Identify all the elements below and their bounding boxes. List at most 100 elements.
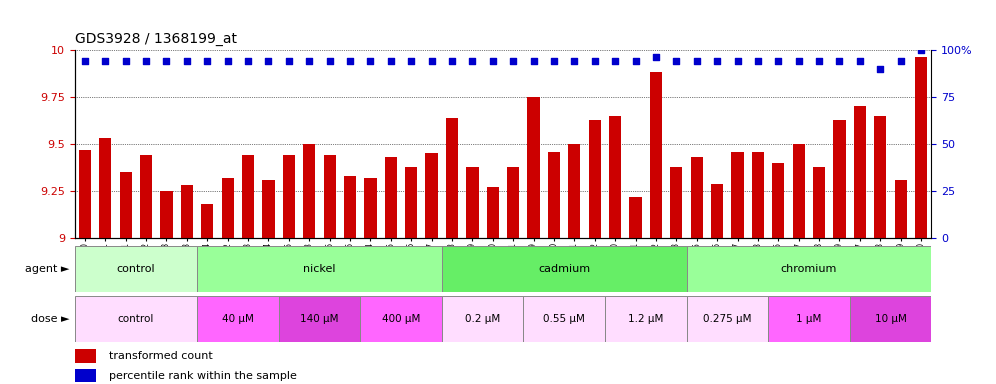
Bar (670, 167, 682, 238)
Bar (813, 167, 826, 238)
Bar (384, 157, 397, 238)
Bar (180, 185, 193, 238)
Point (363, 58, 378, 64)
Bar (834, 119, 846, 238)
Text: 1 μM: 1 μM (796, 314, 822, 324)
Bar (548, 152, 560, 238)
Text: 0.55 μM: 0.55 μM (543, 314, 585, 324)
Bar (75, 349, 96, 363)
Bar (344, 176, 357, 238)
Bar (365, 178, 376, 238)
Bar (197, 296, 279, 342)
Bar (405, 167, 417, 238)
Point (382, 58, 398, 64)
Text: percentile rank within the sample: percentile rank within the sample (109, 371, 297, 381)
Bar (262, 180, 275, 238)
Point (832, 58, 848, 64)
Point (648, 55, 664, 61)
Point (872, 66, 888, 72)
Bar (793, 144, 805, 238)
Bar (850, 296, 931, 342)
Bar (768, 296, 850, 342)
Bar (75, 369, 96, 382)
Point (240, 58, 256, 64)
Bar (894, 180, 906, 238)
Point (158, 58, 174, 64)
Text: transformed count: transformed count (109, 351, 213, 361)
Bar (874, 116, 886, 238)
Bar (772, 163, 785, 238)
Bar (442, 296, 523, 342)
Text: 10 μM: 10 μM (874, 314, 906, 324)
Point (444, 58, 460, 64)
Bar (690, 157, 703, 238)
Point (261, 58, 277, 64)
Bar (649, 73, 662, 238)
Text: 40 μM: 40 μM (222, 314, 254, 324)
Bar (569, 144, 581, 238)
Bar (466, 167, 478, 238)
Bar (446, 118, 458, 238)
Point (567, 58, 583, 64)
Bar (79, 150, 91, 238)
Text: agent ►: agent ► (25, 264, 70, 274)
Point (750, 58, 766, 64)
Text: dose ►: dose ► (31, 314, 70, 324)
Bar (752, 152, 764, 238)
Point (199, 58, 215, 64)
Point (98, 58, 114, 64)
Text: 0.275 μM: 0.275 μM (703, 314, 752, 324)
Point (668, 58, 684, 64)
Bar (242, 155, 254, 238)
Bar (201, 204, 213, 238)
Bar (629, 197, 641, 238)
Bar (442, 246, 686, 292)
Point (892, 58, 908, 64)
Bar (686, 296, 768, 342)
Point (627, 58, 643, 64)
Point (729, 58, 745, 64)
Point (138, 58, 154, 64)
Bar (711, 184, 723, 238)
Bar (283, 155, 295, 238)
Point (77, 58, 93, 64)
Point (546, 58, 562, 64)
Point (913, 47, 929, 53)
Text: control: control (117, 264, 155, 274)
Point (852, 58, 868, 64)
Bar (303, 144, 316, 238)
Point (118, 58, 133, 64)
Bar (75, 246, 197, 292)
Bar (589, 119, 601, 238)
Text: 140 μM: 140 μM (300, 314, 339, 324)
Point (403, 58, 419, 64)
Text: 400 μM: 400 μM (381, 314, 420, 324)
Bar (915, 58, 927, 238)
Point (342, 58, 358, 64)
Bar (487, 187, 499, 238)
Text: control: control (118, 314, 154, 324)
Bar (609, 116, 622, 238)
Point (485, 58, 501, 64)
Point (811, 58, 827, 64)
Point (770, 58, 786, 64)
Bar (507, 167, 519, 238)
Bar (605, 296, 686, 342)
Bar (425, 154, 437, 238)
Point (322, 58, 338, 64)
Point (464, 58, 480, 64)
Point (179, 58, 195, 64)
Point (709, 58, 725, 64)
Point (220, 58, 236, 64)
Bar (686, 246, 931, 292)
Point (526, 58, 542, 64)
Bar (140, 155, 152, 238)
Point (505, 58, 521, 64)
Point (423, 58, 439, 64)
Bar (120, 172, 131, 238)
Bar (523, 296, 605, 342)
Point (301, 58, 317, 64)
Bar (75, 296, 197, 342)
Bar (160, 191, 172, 238)
Bar (100, 138, 112, 238)
